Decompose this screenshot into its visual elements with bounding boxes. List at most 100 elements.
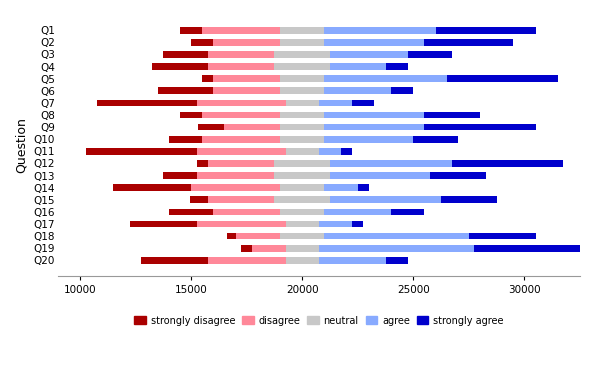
Bar: [202, 136, 280, 142]
Bar: [227, 233, 236, 239]
Bar: [324, 233, 469, 239]
Bar: [202, 111, 280, 118]
Bar: [469, 233, 536, 239]
Bar: [330, 160, 452, 167]
Bar: [474, 245, 595, 252]
Bar: [208, 196, 274, 203]
Bar: [202, 75, 214, 82]
Bar: [330, 63, 386, 70]
Bar: [286, 221, 319, 228]
Bar: [86, 148, 197, 155]
Bar: [214, 209, 280, 215]
Bar: [190, 196, 208, 203]
Bar: [274, 160, 330, 167]
Bar: [324, 209, 391, 215]
Bar: [391, 209, 424, 215]
Bar: [319, 221, 352, 228]
Bar: [202, 27, 280, 33]
Bar: [114, 184, 191, 191]
Bar: [214, 39, 280, 46]
Bar: [286, 100, 319, 106]
Bar: [319, 148, 341, 155]
Bar: [214, 75, 280, 82]
Bar: [280, 209, 324, 215]
Bar: [152, 63, 208, 70]
Bar: [286, 148, 319, 155]
Bar: [319, 100, 352, 106]
Bar: [169, 209, 214, 215]
Bar: [436, 27, 536, 33]
Bar: [280, 136, 324, 142]
Bar: [319, 257, 386, 264]
Bar: [191, 184, 280, 191]
Bar: [169, 136, 202, 142]
Bar: [208, 63, 274, 70]
Bar: [197, 172, 274, 179]
Bar: [141, 257, 208, 264]
Bar: [241, 245, 252, 252]
Bar: [214, 87, 280, 94]
Bar: [319, 245, 474, 252]
Bar: [286, 257, 319, 264]
Bar: [280, 124, 324, 131]
Bar: [274, 196, 330, 203]
Bar: [197, 148, 286, 155]
Bar: [274, 63, 330, 70]
Y-axis label: Question: Question: [15, 117, 28, 173]
Bar: [330, 51, 408, 58]
Bar: [424, 124, 536, 131]
Bar: [324, 87, 391, 94]
Bar: [452, 160, 563, 167]
Bar: [447, 75, 558, 82]
Bar: [330, 172, 430, 179]
Bar: [286, 245, 319, 252]
Bar: [324, 111, 424, 118]
Bar: [280, 27, 324, 33]
Bar: [352, 221, 364, 228]
Bar: [414, 136, 458, 142]
Bar: [208, 160, 274, 167]
Bar: [197, 160, 208, 167]
Bar: [97, 100, 197, 106]
Bar: [158, 87, 214, 94]
Bar: [164, 51, 208, 58]
Bar: [391, 87, 414, 94]
Bar: [274, 51, 330, 58]
Bar: [408, 51, 452, 58]
Bar: [386, 63, 408, 70]
Bar: [130, 221, 197, 228]
Bar: [208, 257, 286, 264]
Bar: [324, 75, 447, 82]
Bar: [180, 111, 202, 118]
Bar: [358, 184, 369, 191]
Bar: [330, 196, 441, 203]
Bar: [386, 257, 408, 264]
Bar: [224, 124, 280, 131]
Bar: [197, 100, 286, 106]
Bar: [430, 172, 486, 179]
Bar: [164, 172, 197, 179]
Bar: [441, 196, 497, 203]
Bar: [208, 51, 274, 58]
Bar: [424, 111, 480, 118]
Bar: [280, 233, 324, 239]
Bar: [324, 27, 436, 33]
Bar: [341, 148, 352, 155]
Bar: [274, 172, 330, 179]
Bar: [198, 124, 224, 131]
Bar: [280, 111, 324, 118]
Bar: [236, 233, 280, 239]
Bar: [252, 245, 286, 252]
Bar: [324, 184, 358, 191]
Bar: [280, 75, 324, 82]
Bar: [324, 124, 424, 131]
Bar: [424, 39, 513, 46]
Bar: [280, 39, 324, 46]
Bar: [180, 27, 202, 33]
Bar: [324, 39, 424, 46]
Bar: [324, 136, 414, 142]
Bar: [280, 87, 324, 94]
Bar: [352, 100, 374, 106]
Bar: [197, 221, 286, 228]
Bar: [280, 184, 324, 191]
